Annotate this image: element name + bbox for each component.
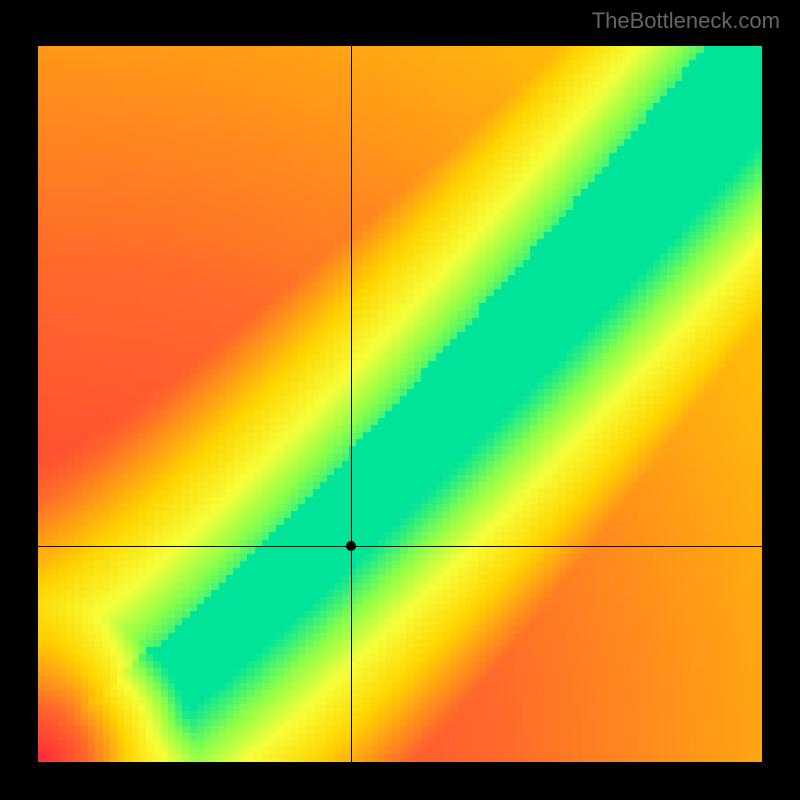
crosshair-vertical xyxy=(351,46,352,762)
plot-frame xyxy=(30,38,770,770)
watermark-text: TheBottleneck.com xyxy=(592,8,780,34)
data-point-marker xyxy=(346,541,356,551)
heatmap-canvas xyxy=(38,46,762,762)
heatmap-plot xyxy=(38,46,762,762)
crosshair-horizontal xyxy=(38,546,762,547)
